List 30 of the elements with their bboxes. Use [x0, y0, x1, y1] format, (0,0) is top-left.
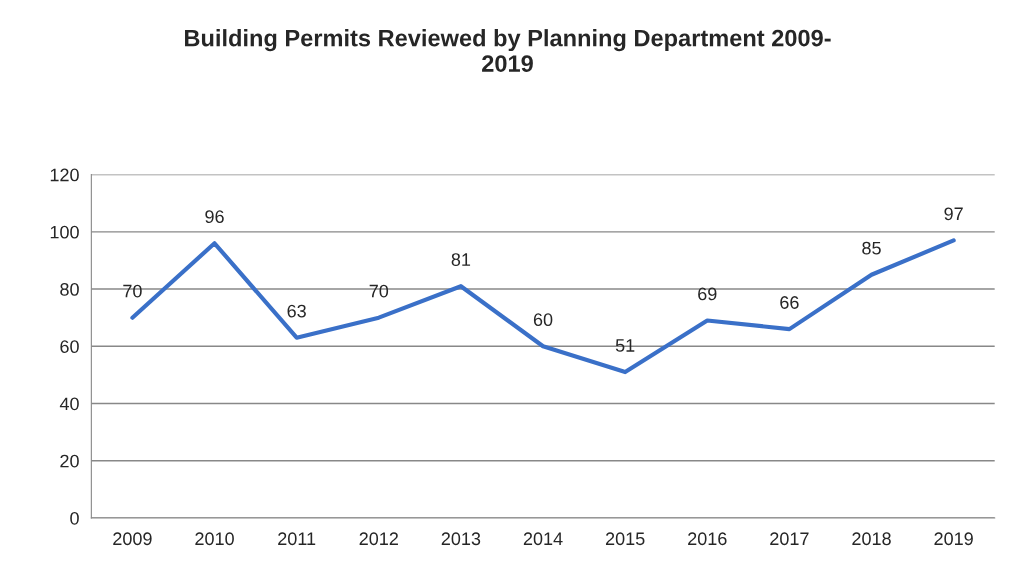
y-tick-label: 100	[50, 225, 79, 239]
data-label: 69	[698, 287, 717, 301]
x-tick-label: 2016	[688, 532, 727, 546]
x-tick-label: 2013	[441, 532, 481, 546]
x-tick-label: 2010	[195, 532, 234, 546]
x-tick-label: 2009	[113, 532, 152, 546]
data-label: 85	[862, 241, 881, 255]
y-tick-label: 40	[59, 397, 79, 411]
data-label: 66	[780, 296, 799, 309]
x-tick-label: 2019	[934, 532, 973, 546]
data-label: 96	[205, 210, 224, 224]
x-tick-label: 2014	[523, 532, 563, 546]
chart-title: Building Permits Reviewed by Planning Department 2009- 2019	[185, 29, 831, 72]
y-tick-label: 20	[60, 454, 79, 468]
x-tick-label: 2012	[359, 532, 398, 546]
data-label: 51	[615, 339, 635, 352]
data-label: 70	[123, 284, 142, 298]
y-tick-label: 80	[60, 282, 79, 296]
data-label: 97	[944, 207, 963, 221]
x-tick-label: 2015	[605, 532, 645, 546]
data-label: 81	[451, 253, 471, 266]
y-tick-label: 120	[50, 168, 79, 182]
x-tick-label: 2011	[278, 532, 316, 546]
x-tick-label: 2018	[852, 532, 891, 546]
data-label: 70	[369, 284, 389, 298]
data-label: 63	[287, 304, 306, 318]
x-tick-label: 2017	[770, 532, 809, 546]
y-tick-label: 60	[60, 340, 79, 354]
y-tick-label: 0	[70, 511, 79, 525]
data-label: 60	[533, 313, 553, 327]
